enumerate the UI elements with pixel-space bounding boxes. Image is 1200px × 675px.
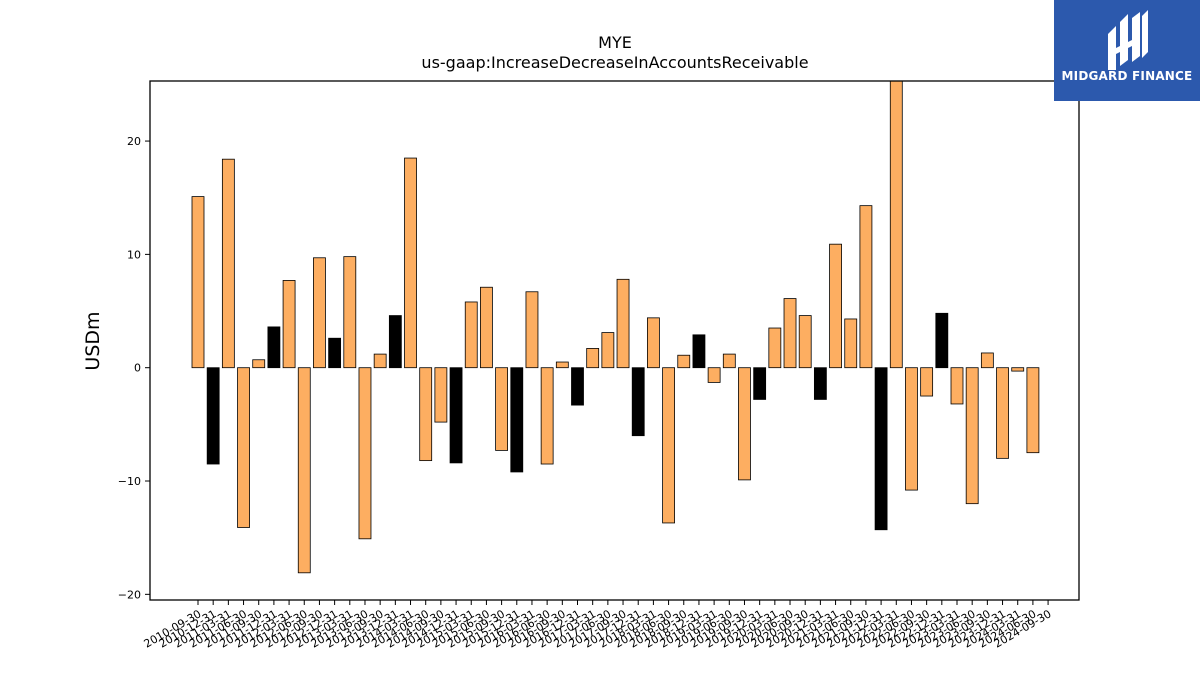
bars-group: [191, 80, 1040, 574]
bar: [1011, 367, 1025, 372]
bar: [707, 367, 721, 383]
bar: [601, 332, 615, 369]
plot-frame: [149, 80, 1080, 601]
bar: [419, 367, 433, 462]
bar: [313, 257, 326, 369]
bar: [677, 354, 691, 369]
y-tick-label: 10: [127, 248, 141, 261]
bar: [647, 317, 660, 369]
bar: [297, 367, 311, 574]
bar: [555, 361, 569, 369]
bar: [874, 367, 888, 531]
bar: [829, 243, 842, 369]
bar: [586, 348, 600, 369]
bar: [905, 367, 918, 491]
bar: [798, 315, 812, 369]
y-axis-label: USDm: [82, 311, 104, 370]
brand-name: MIDGARD FINANCE: [1061, 69, 1193, 83]
x-ticks-group: 2010-09-302010-12-312011-03-312011-06-30…: [142, 600, 1054, 651]
bar: [571, 367, 584, 406]
bar: [252, 359, 266, 369]
bar: [935, 312, 949, 369]
y-ticks-group: −20 −10 0 10 20: [118, 135, 150, 601]
bar: [282, 280, 296, 369]
bar: [480, 286, 493, 369]
y-tick-label: 20: [127, 135, 141, 148]
bar: [191, 196, 205, 369]
bar: [980, 352, 994, 369]
chart-subtitle: us-gaap:IncreaseDecreaseInAccountsReceiv…: [421, 53, 808, 72]
bar: [373, 353, 387, 369]
bar: [434, 367, 448, 423]
bar: [631, 367, 645, 437]
bar: [267, 326, 281, 369]
y-tick-label: −10: [118, 475, 141, 488]
bar: [844, 318, 858, 369]
chart-title: MYE: [598, 33, 632, 52]
bar: [388, 315, 402, 369]
bar: [358, 367, 372, 540]
y-tick-label: 0: [134, 362, 141, 375]
bar: [783, 298, 797, 369]
bar: [449, 367, 463, 464]
bar: [813, 367, 827, 400]
bar: [540, 367, 554, 465]
bar: [768, 327, 782, 369]
bar: [950, 367, 964, 405]
bar: [237, 367, 250, 528]
bar: [525, 291, 539, 369]
bar: [343, 256, 357, 369]
bar: [965, 367, 979, 505]
bar: [221, 158, 235, 369]
bar: [510, 367, 524, 473]
bar: [1026, 367, 1040, 454]
bar: [206, 367, 220, 465]
bar: [662, 367, 675, 524]
bar: [616, 278, 630, 369]
brand-logo: MIDGARD FINANCE: [1054, 0, 1200, 101]
bar: [328, 337, 342, 369]
bar: [722, 353, 736, 369]
bar: [753, 367, 767, 400]
bar: [859, 205, 873, 369]
bar: [464, 301, 478, 369]
y-tick-label: −20: [118, 588, 141, 601]
bar: [692, 334, 706, 369]
bar: [495, 367, 509, 451]
bar: [889, 80, 903, 369]
bar: [738, 367, 751, 481]
bar: [996, 367, 1009, 459]
midgard-logo-icon: [1108, 10, 1148, 70]
bar: [404, 157, 417, 369]
bar: [920, 367, 934, 397]
